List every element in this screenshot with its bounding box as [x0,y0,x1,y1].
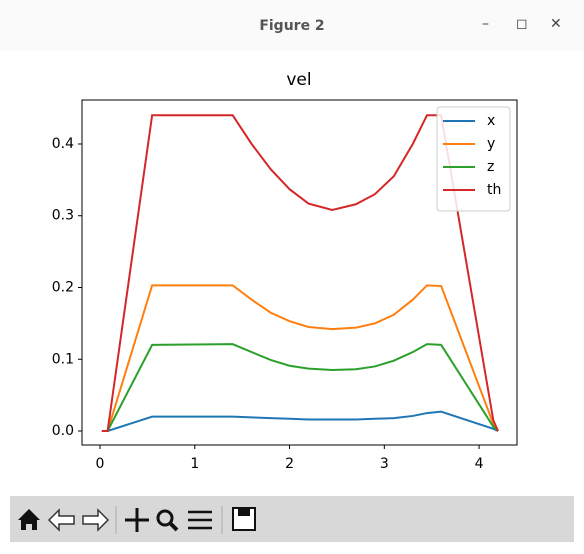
x-tick-label: 1 [190,456,199,472]
y-tick-label: 0.1 [52,351,74,367]
x-tick-label: 4 [475,456,484,472]
minimize-button[interactable]: – [482,16,489,32]
legend-label: th [487,182,501,198]
maximize-button[interactable]: ◻ [516,16,528,32]
x-tick-label: 2 [285,456,294,472]
series-line [101,410,499,433]
legend-label: z [487,159,494,175]
chart-title: vel [286,70,311,90]
forward-button[interactable] [82,508,110,532]
toolbar [10,496,574,542]
save-button[interactable] [232,507,256,531]
series-line [101,284,499,433]
close-button[interactable]: ✕ [550,16,562,32]
y-tick-label: 0.0 [52,423,74,439]
home-button[interactable] [18,509,40,530]
toolbar-icons [18,506,256,534]
zoom-button[interactable] [156,509,179,532]
legend-label: y [487,136,495,152]
series-line [101,343,499,433]
y-tick-label: 0.3 [52,208,74,224]
legend-label: x [487,113,495,129]
y-tick-label: 0.4 [52,136,74,152]
back-button[interactable] [47,508,75,532]
window-title: Figure 2 [259,18,325,34]
y-tick-label: 0.2 [52,279,74,295]
axes-frame [81,99,518,446]
legend-box [436,106,511,212]
x-tick-label: 3 [380,456,389,472]
pan-button[interactable] [125,508,149,532]
series-line [101,114,499,433]
configure-button[interactable] [188,510,212,530]
title-bar: Figure 2 – ◻ ✕ [0,0,584,50]
x-tick-label: 0 [96,456,105,472]
